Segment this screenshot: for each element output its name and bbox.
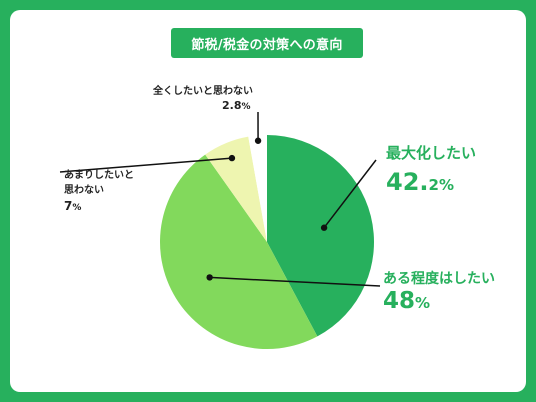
slice-label-not-at-all: 全くしたいと思わない (153, 86, 253, 97)
slice-label-somewhat: ある程度はしたい (383, 271, 495, 287)
slice-value-maximize: 42.2% (386, 168, 454, 196)
leader-dot-not-much (228, 154, 236, 162)
slice-label-not-much-line2: 思わない (64, 185, 104, 196)
slice-value-not-much-int: 7 (64, 199, 73, 213)
leader-dot-not-at-all (254, 137, 262, 144)
slice-value-maximize-dec: 2 (428, 176, 439, 194)
slice-value-not-much-unit: % (72, 203, 82, 213)
slice-label-not-much-line1: あまりしたいと (64, 170, 134, 181)
slice-label-maximize: 最大化したい (386, 144, 477, 162)
leader-lines (59, 111, 381, 287)
leader-line-maximize (323, 159, 377, 229)
pie-slices (160, 135, 374, 349)
slice-value-not-at-all: 2.8% (222, 98, 251, 115)
leader-line-not-much (59, 157, 232, 173)
slice-value-somewhat-int: 48 (383, 288, 416, 314)
slice-value-not-at-all-unit: % (241, 102, 251, 112)
chart-title: 節税/税金の対策への意向 (171, 28, 363, 58)
pie-slice-somewhat (160, 154, 318, 349)
pie-slice-maximize (267, 135, 374, 337)
slice-value-somewhat: 48% (383, 288, 430, 314)
slice-value-somewhat-unit: % (415, 294, 431, 312)
slice-label-not-much: あまりしたいと 思わない (64, 168, 134, 198)
slice-value-not-at-all-int: 2.8 (222, 99, 242, 112)
leader-dot-maximize (320, 224, 328, 231)
leader-line-somewhat (209, 276, 381, 287)
pie-slice-not-much (205, 136, 267, 242)
leader-dot-somewhat (206, 274, 213, 281)
slice-value-not-much: 7% (64, 199, 81, 216)
slice-value-maximize-unit: % (438, 176, 454, 194)
pie-slice-not-at-all (248, 135, 267, 242)
slice-value-maximize-int: 42. (386, 168, 429, 196)
